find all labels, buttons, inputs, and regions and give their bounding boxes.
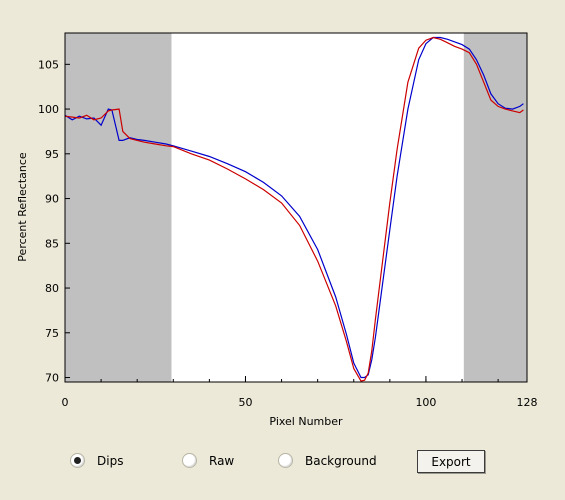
shaded-region-1 bbox=[463, 33, 527, 382]
series-line-0 bbox=[64, 36, 524, 379]
background-radio[interactable]: Background bbox=[278, 453, 377, 468]
plot-frame bbox=[64, 32, 528, 383]
y-tick-label: 85 bbox=[45, 237, 59, 250]
x-tick-label: 50 bbox=[238, 396, 252, 409]
dips-radio-label: Dips bbox=[97, 453, 124, 468]
x-axis-label: Pixel Number bbox=[269, 415, 343, 428]
radio-selected-dot bbox=[74, 457, 81, 464]
y-tick-label: 75 bbox=[45, 327, 59, 340]
y-tick-label: 100 bbox=[38, 103, 59, 116]
shaded-region-0 bbox=[65, 33, 172, 382]
dips-radio[interactable]: Dips bbox=[70, 453, 123, 468]
reflectance-chart: 70 75 80 85 90 95 100 105 0 50 100 128 Pixel Numbe… bbox=[16, 32, 538, 428]
x-tick-label: 0 bbox=[62, 396, 69, 409]
y-tick-label: 80 bbox=[45, 282, 59, 295]
y-axis-ticks: 70 75 80 85 90 95 100 105 bbox=[38, 58, 70, 385]
shaded-regions bbox=[65, 33, 527, 382]
raw-radio-label: Raw bbox=[209, 453, 235, 468]
x-tick-label: 100 bbox=[415, 396, 436, 409]
y-tick-label: 70 bbox=[45, 372, 59, 385]
raw-radio-circle[interactable] bbox=[182, 453, 197, 468]
display-mode-controls: Dips Raw Background Export bbox=[0, 445, 565, 485]
y-axis-label: Percent Reflectance bbox=[16, 152, 29, 262]
dips-radio-circle[interactable] bbox=[70, 453, 85, 468]
series-lines bbox=[64, 36, 524, 382]
x-axis-ticks: 0 50 100 128 bbox=[62, 376, 538, 409]
background-radio-label: Background bbox=[305, 453, 377, 468]
export-button[interactable]: Export bbox=[417, 450, 485, 473]
y-tick-label: 105 bbox=[38, 58, 59, 71]
series-line-1 bbox=[64, 36, 524, 382]
x-tick-label: 128 bbox=[517, 396, 538, 409]
raw-radio[interactable]: Raw bbox=[182, 453, 234, 468]
background-radio-circle[interactable] bbox=[278, 453, 293, 468]
y-tick-label: 90 bbox=[45, 193, 59, 206]
y-tick-label: 95 bbox=[45, 148, 59, 161]
